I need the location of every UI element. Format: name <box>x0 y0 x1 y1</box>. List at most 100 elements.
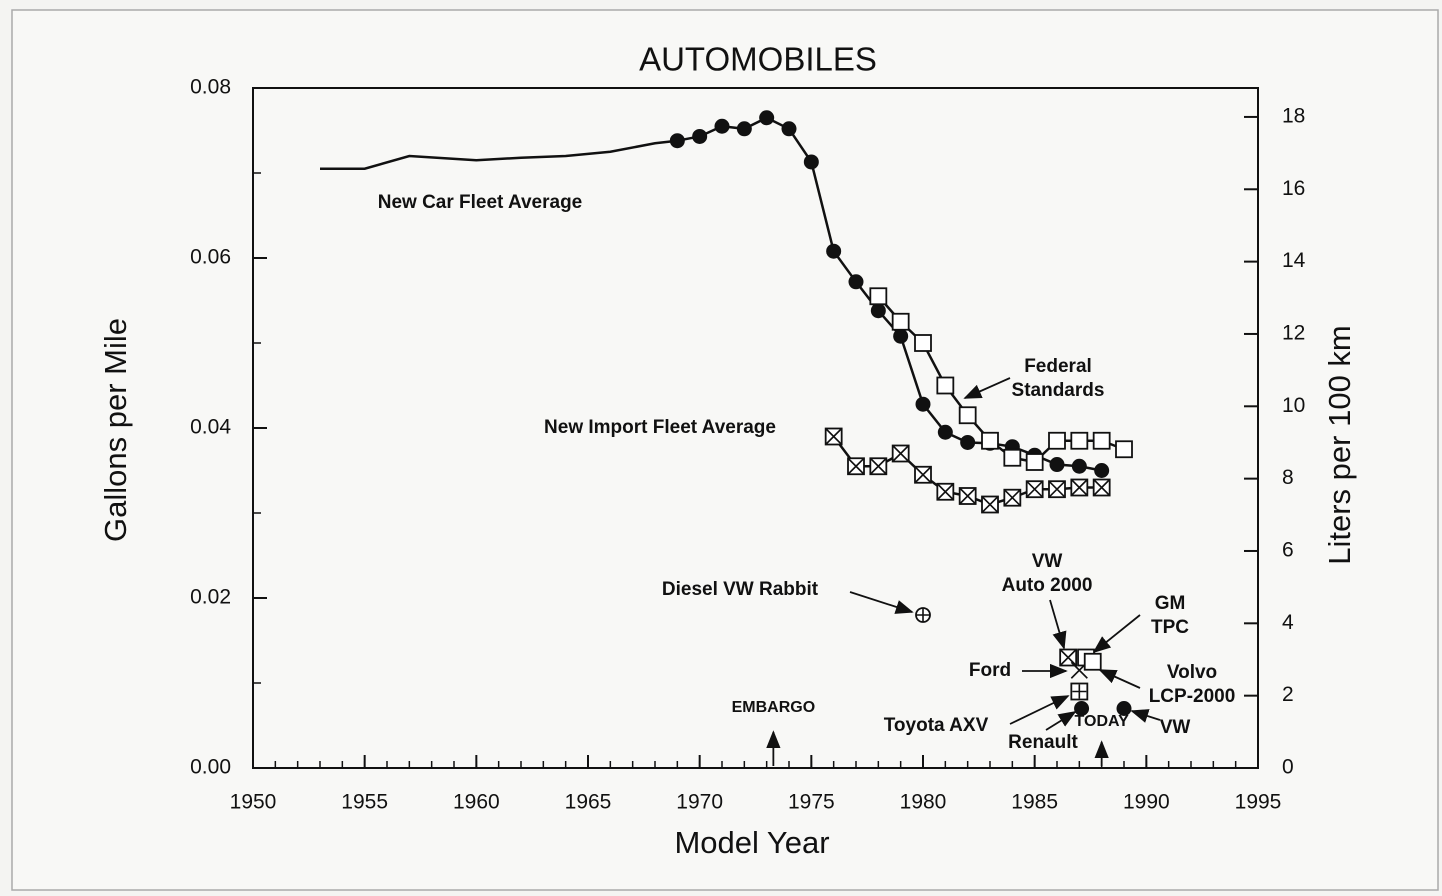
box <box>1092 431 1111 450</box>
marker <box>1070 478 1089 497</box>
marker <box>1025 453 1044 471</box>
marker <box>914 334 932 352</box>
dot <box>826 243 842 259</box>
marker <box>1048 480 1066 499</box>
cross <box>914 466 932 484</box>
marker <box>915 607 931 623</box>
box <box>869 287 888 306</box>
marker <box>891 312 910 331</box>
marker <box>1003 488 1022 507</box>
marker <box>781 121 797 137</box>
box <box>914 334 932 352</box>
x-tick-label: 1965 <box>565 791 612 814</box>
cross <box>869 457 887 475</box>
y-axis-label: Gallons per Mile <box>98 318 133 542</box>
dot <box>669 133 685 149</box>
marker <box>1070 682 1089 701</box>
marker <box>958 406 977 425</box>
annotation: Standards <box>1012 380 1105 401</box>
plus <box>916 608 930 622</box>
x-tick-label: 1995 <box>1235 791 1282 814</box>
marker <box>736 121 752 137</box>
annotation: Federal <box>1024 356 1092 377</box>
dot <box>960 434 976 450</box>
annotation: Ford <box>969 660 1011 681</box>
y2-tick-label: 4 <box>1282 611 1294 634</box>
series-line <box>320 139 678 170</box>
arrow <box>1009 695 1070 725</box>
y-tick-label: 0.08 <box>190 76 231 99</box>
arrow <box>1045 711 1077 731</box>
event-label: TODAY <box>1075 713 1130 730</box>
marker <box>981 431 999 450</box>
x-tick-label: 1990 <box>1123 791 1170 814</box>
chart-title: AUTOMOBILES <box>639 41 877 78</box>
box <box>981 431 999 450</box>
y2-tick-label: 0 <box>1282 756 1294 779</box>
marker <box>869 457 888 476</box>
marker <box>847 457 865 476</box>
cross <box>1026 480 1044 498</box>
marker <box>669 133 685 149</box>
marker <box>1070 431 1089 450</box>
x-tick-label: 1960 <box>453 791 500 814</box>
y2-axis-label: Liters per 100 km <box>1322 325 1357 565</box>
marker <box>1071 458 1087 474</box>
marker <box>714 118 730 134</box>
marker <box>893 328 909 344</box>
arrow <box>1130 709 1161 723</box>
dot <box>893 328 909 344</box>
arrow <box>1049 599 1067 650</box>
cross <box>1059 648 1077 667</box>
marker <box>914 465 932 484</box>
frame <box>11 9 1439 891</box>
annotation: Volvo <box>1167 662 1217 683</box>
cross <box>1070 478 1088 497</box>
annotation: VW <box>1032 551 1063 572</box>
y2-tick-label: 18 <box>1282 104 1305 127</box>
annotation: Diesel VW Rabbit <box>662 579 819 600</box>
y-tick-label: 0.00 <box>190 756 231 779</box>
marker <box>915 396 931 412</box>
dot <box>736 121 752 137</box>
dot <box>937 424 953 440</box>
annotation: GM <box>1155 593 1186 614</box>
cross <box>1093 478 1111 497</box>
cross <box>847 457 865 475</box>
dot <box>781 121 797 137</box>
marker <box>1049 457 1065 473</box>
dot <box>1074 701 1090 716</box>
y2-tick-label: 14 <box>1282 249 1306 272</box>
marker <box>848 274 864 290</box>
arrow <box>963 377 1011 399</box>
marker <box>1059 648 1078 667</box>
x-tick-label: 1950 <box>230 791 277 814</box>
marker <box>960 434 976 450</box>
dot <box>803 154 819 170</box>
marker <box>1115 440 1133 459</box>
marker <box>870 303 886 319</box>
cross <box>959 487 977 505</box>
dot <box>915 396 931 412</box>
y-tick-label: 0.06 <box>190 246 231 269</box>
dot <box>714 118 730 134</box>
box <box>1115 440 1133 459</box>
annotation: LCP-2000 <box>1149 686 1236 707</box>
arrow <box>849 591 914 614</box>
marker <box>891 444 910 463</box>
marker <box>958 487 977 505</box>
marker <box>1094 463 1110 478</box>
cross <box>892 444 910 463</box>
marker <box>692 128 708 144</box>
y2-tick-label: 16 <box>1282 177 1305 200</box>
x-axis-label: Model Year <box>674 825 829 860</box>
box <box>936 376 955 395</box>
annotation: TPC <box>1151 617 1189 638</box>
y2-tick-label: 8 <box>1282 466 1294 489</box>
box <box>1070 431 1089 450</box>
annotation: VW <box>1160 717 1191 738</box>
box <box>958 406 977 425</box>
y-tick-label: 0.04 <box>190 416 231 439</box>
cross <box>825 427 843 446</box>
